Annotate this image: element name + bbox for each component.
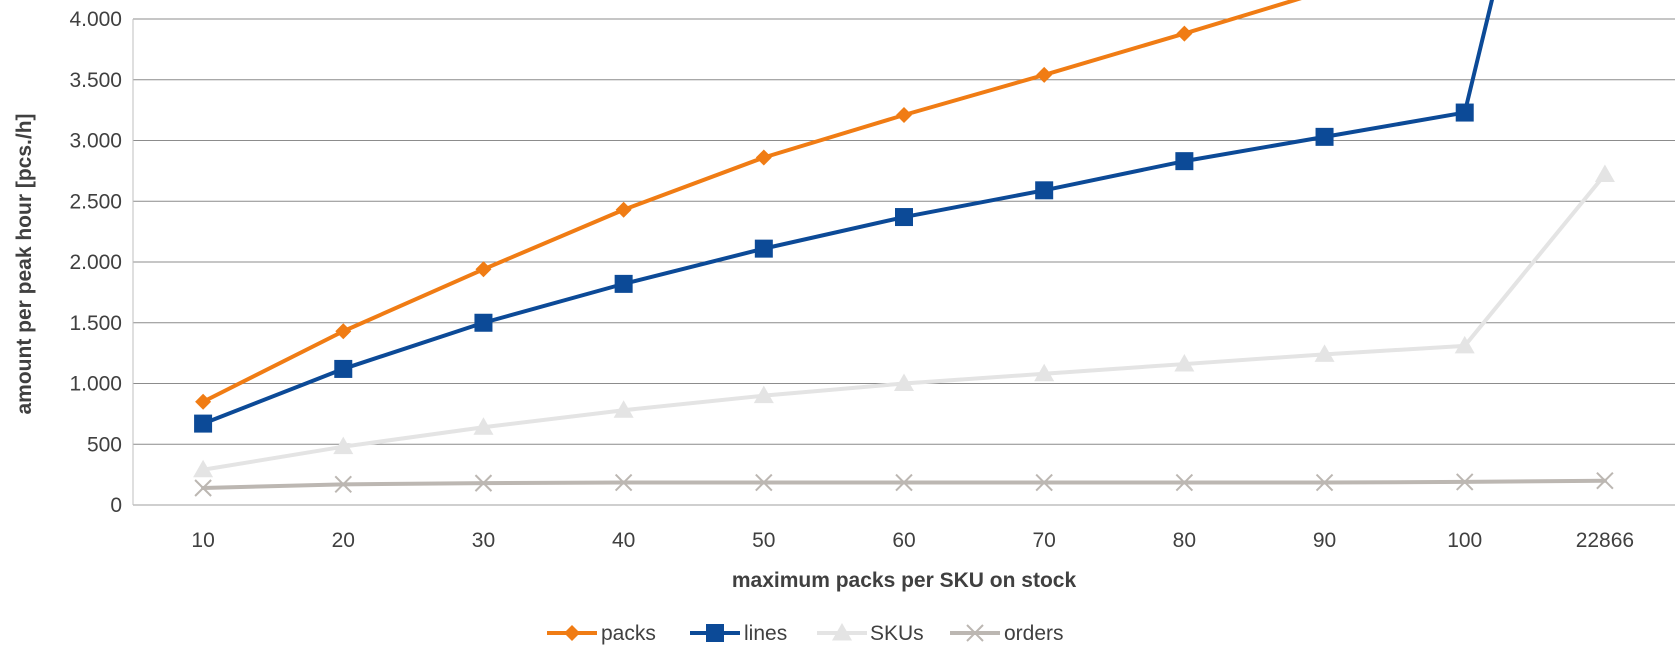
data-point (755, 473, 773, 492)
grid-lines (132, 18, 1675, 506)
data-point (334, 359, 353, 378)
data-point (1174, 354, 1195, 372)
data-point (194, 414, 213, 433)
data-point (1315, 473, 1334, 492)
series-group (193, 0, 1615, 497)
data-point (1035, 181, 1054, 200)
legend-label: orders (1004, 622, 1064, 645)
data-point (1455, 103, 1474, 122)
data-point (1454, 335, 1475, 354)
data-point-stroke (614, 473, 633, 492)
data-point-stroke (895, 473, 913, 492)
legend-label: packs (601, 622, 656, 645)
data-point (755, 149, 772, 166)
data-point (613, 400, 634, 418)
data-point (966, 624, 984, 642)
y-tick-label: 1.500 (69, 312, 122, 335)
x-tick-label: 80 (1173, 529, 1196, 552)
data-point (193, 459, 214, 478)
y-tick-label: 3.500 (69, 69, 122, 92)
data-point (753, 385, 774, 404)
data-point (564, 625, 580, 641)
data-point (1036, 66, 1053, 83)
x-tick-label: 22866 (1576, 529, 1634, 552)
data-point (614, 274, 633, 293)
series-orders (194, 471, 1614, 497)
data-point (1176, 25, 1193, 42)
y-tick-label: 3.000 (69, 130, 122, 153)
legend: packs lines SKUs orders (547, 622, 1064, 645)
x-tick-label: 90 (1313, 529, 1336, 552)
data-point-stroke (194, 479, 212, 497)
legend-item-lines: lines (690, 622, 787, 645)
data-point (894, 373, 914, 391)
y-tick-label: 500 (87, 433, 122, 456)
data-point (754, 239, 773, 258)
data-point (194, 479, 212, 497)
data-point-stroke (474, 474, 493, 492)
data-point (1315, 127, 1334, 146)
data-point-stroke (334, 475, 352, 494)
data-point-stroke (966, 624, 984, 642)
data-point (474, 474, 493, 492)
data-point-stroke (1315, 473, 1334, 492)
data-point (1034, 363, 1055, 382)
legend-label: lines (744, 622, 787, 645)
data-point-stroke (1035, 473, 1053, 492)
x-tick-label: 60 (892, 529, 915, 552)
data-point (895, 208, 913, 227)
x-tick-label: 100 (1447, 529, 1482, 552)
data-point (1035, 473, 1053, 492)
data-point (1456, 473, 1474, 491)
y-axis-title: amount per peak hour [pcs./h] (13, 113, 36, 414)
y-tick-label: 2.500 (69, 190, 122, 213)
data-point (334, 475, 352, 494)
x-axis-ticks: 10 20 30 40 50 60 70 80 90 100 22866 (191, 529, 1634, 552)
x-tick-label: 30 (472, 529, 495, 552)
data-point-stroke (1596, 471, 1614, 490)
legend-label: SKUs (870, 622, 924, 645)
data-point (195, 393, 212, 410)
data-point (1175, 473, 1194, 492)
y-axis-ticks: 0 500 1.000 1.500 2.000 2.500 3.000 3.500 4.000 (69, 8, 122, 517)
data-point (615, 201, 632, 218)
y-tick-label: 4.000 (69, 8, 122, 31)
data-point (1594, 164, 1615, 183)
data-point (896, 106, 912, 123)
y-tick-label: 2.000 (69, 251, 122, 274)
y-tick-label: 0 (110, 494, 122, 517)
data-point (706, 624, 724, 642)
data-point (1314, 344, 1335, 362)
data-point-stroke (1175, 473, 1194, 492)
data-point (333, 436, 354, 455)
legend-item-skus: SKUs (817, 622, 924, 645)
data-point (474, 313, 493, 332)
data-point (614, 473, 633, 492)
x-tick-label: 50 (752, 529, 775, 552)
data-point (335, 323, 352, 340)
series-skus (193, 164, 1615, 478)
data-point (1596, 471, 1614, 490)
x-tick-label: 10 (191, 529, 214, 552)
series-lines (194, 0, 1495, 433)
data-point-stroke (755, 473, 773, 492)
data-point (832, 623, 852, 641)
x-tick-label: 70 (1033, 529, 1056, 552)
x-axis-title: maximum packs per SKU on stock (732, 569, 1077, 592)
data-point (1175, 152, 1194, 171)
legend-item-packs: packs (547, 622, 656, 645)
x-tick-label: 40 (612, 529, 635, 552)
x-tick-label: 20 (332, 529, 355, 552)
data-point-stroke (1456, 473, 1474, 491)
data-point (895, 473, 913, 492)
legend-item-orders: orders (950, 622, 1064, 645)
y-tick-label: 1.000 (69, 373, 122, 396)
series-packs (195, 0, 1302, 410)
data-point (475, 261, 492, 278)
data-point (473, 417, 494, 435)
